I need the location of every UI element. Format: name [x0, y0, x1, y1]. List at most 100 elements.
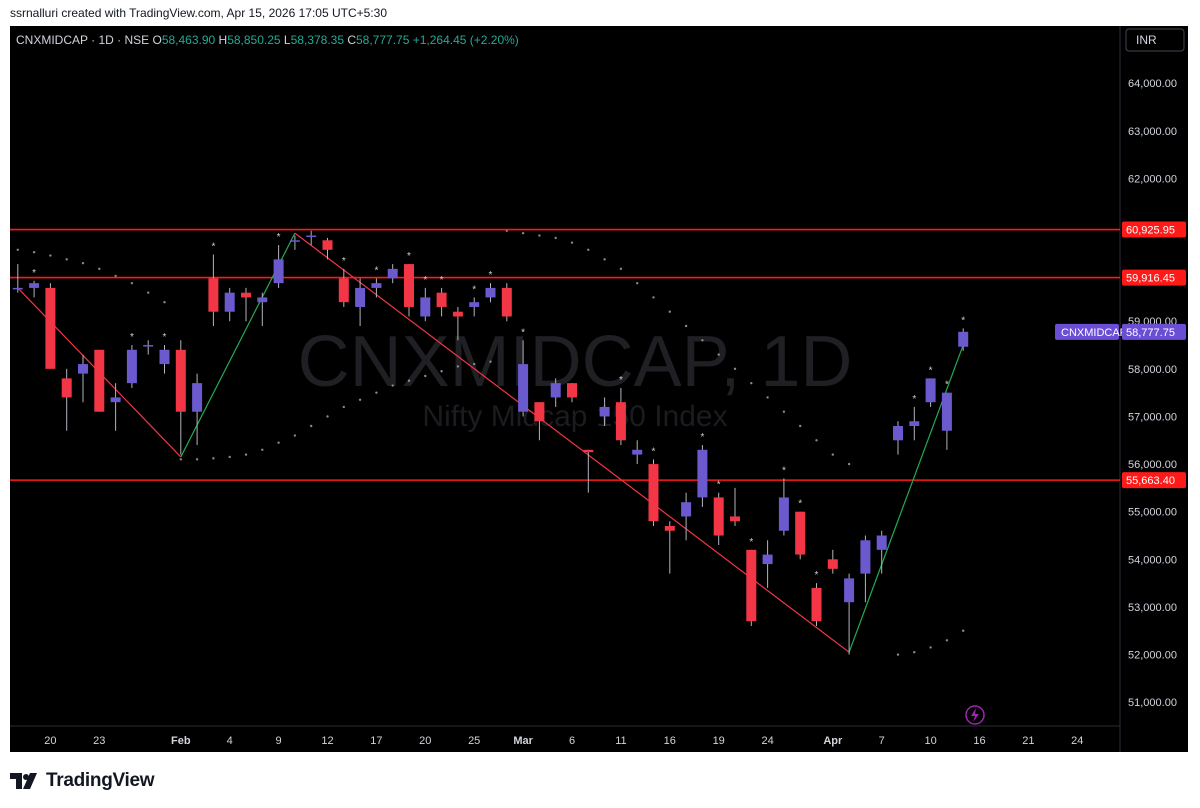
candle[interactable]	[110, 383, 121, 431]
candle[interactable]	[958, 328, 969, 351]
candle[interactable]	[192, 373, 203, 446]
candle-body	[306, 235, 317, 238]
candle[interactable]	[615, 387, 626, 446]
psar-dot	[570, 241, 574, 244]
candle-body	[371, 283, 382, 288]
candle[interactable]	[257, 292, 268, 326]
currency-label: INR	[1136, 33, 1157, 47]
candle[interactable]	[175, 340, 186, 455]
psar-series	[16, 229, 965, 656]
psar-dot	[815, 439, 818, 442]
candle[interactable]	[713, 492, 724, 546]
chart-panel[interactable]: CNXMIDCAP, 1D Nifty Midcap 150 Index * * * * *…	[10, 26, 1188, 752]
candle[interactable]	[29, 280, 40, 298]
candle[interactable]	[746, 549, 757, 626]
candle[interactable]	[664, 521, 675, 574]
candle[interactable]	[599, 397, 610, 426]
candle[interactable]	[126, 345, 137, 388]
candle[interactable]	[925, 378, 936, 407]
psar-dot	[489, 360, 492, 363]
candle[interactable]	[681, 492, 692, 541]
candle[interactable]	[730, 487, 740, 526]
candle-body	[322, 240, 333, 250]
candle[interactable]	[12, 264, 23, 293]
candle[interactable]	[648, 459, 659, 526]
time-axis[interactable]: 20 23 Feb 4 9 12 17 20 25 Mar 6 11 16 19 24 Apr 7 10 16 21 2…	[44, 735, 1083, 747]
candle[interactable]	[159, 345, 170, 374]
psar-dot	[228, 455, 231, 459]
candle[interactable]	[697, 445, 708, 507]
candle[interactable]	[436, 287, 447, 317]
candle[interactable]	[518, 340, 529, 417]
candle[interactable]	[289, 235, 300, 250]
candle[interactable]	[941, 392, 952, 450]
watermark-subtitle: Nifty Midcap 150 Index	[422, 400, 727, 433]
candle[interactable]	[893, 421, 903, 455]
candle[interactable]	[485, 283, 496, 303]
candle[interactable]	[844, 573, 855, 655]
psar-dot	[261, 448, 264, 452]
candle[interactable]	[78, 354, 88, 403]
candle[interactable]	[909, 406, 920, 441]
candle-body	[681, 502, 692, 517]
pattern-marker: *	[32, 268, 36, 279]
candle[interactable]	[583, 449, 594, 493]
tradingview-brand[interactable]: TradingView	[10, 770, 155, 792]
candle[interactable]	[45, 283, 56, 369]
candle[interactable]	[371, 278, 382, 298]
candle[interactable]	[61, 368, 72, 431]
psar-dot	[750, 381, 753, 385]
candle[interactable]	[322, 237, 333, 260]
candle[interactable]	[355, 278, 366, 326]
candle[interactable]	[811, 583, 822, 626]
candle[interactable]	[224, 287, 235, 322]
candle-body	[436, 292, 447, 307]
candle[interactable]	[420, 287, 431, 322]
last-price-name: CNXMIDCAP	[1061, 327, 1127, 339]
legend-low-label: L	[284, 33, 291, 47]
legend-low-value: 58,378.35	[291, 33, 348, 47]
candle[interactable]	[94, 349, 105, 412]
candle[interactable]	[404, 264, 414, 317]
psar-dot	[424, 374, 427, 378]
candle-body	[762, 554, 773, 565]
candle[interactable]	[306, 230, 317, 246]
price-tick-label: 55,000.00	[1128, 507, 1177, 519]
tradingview-logo-icon	[10, 773, 37, 789]
candle[interactable]	[143, 340, 154, 355]
psar-dot	[913, 650, 916, 654]
currency-selector[interactable]: INR	[1125, 28, 1185, 52]
candle[interactable]	[827, 549, 838, 574]
candle[interactable]	[387, 264, 398, 284]
candle[interactable]	[534, 402, 545, 441]
candle[interactable]	[876, 530, 887, 574]
candle[interactable]	[795, 511, 806, 560]
psar-dot	[831, 453, 834, 456]
candle[interactable]	[762, 540, 773, 588]
lightning-icon[interactable]	[965, 705, 985, 725]
pattern-marker: *	[700, 432, 704, 443]
psar-dot	[49, 254, 52, 257]
downtrend-line[interactable]	[294, 232, 850, 653]
candle[interactable]	[208, 254, 219, 326]
ohlc-legend[interactable]: CNXMIDCAP · 1D · NSE O58,463.90 H58,850.…	[16, 33, 519, 47]
candle[interactable]	[469, 297, 480, 317]
time-tick-label: Feb	[171, 735, 191, 747]
lightning-icon-ring	[965, 705, 985, 725]
candle[interactable]	[241, 287, 251, 322]
candle[interactable]	[273, 245, 284, 288]
candle[interactable]	[632, 440, 643, 465]
candle[interactable]	[501, 283, 512, 322]
candle[interactable]	[550, 378, 561, 407]
candle-body	[909, 421, 920, 426]
candle-body	[273, 259, 284, 284]
candle[interactable]	[567, 383, 577, 403]
level-label-bg	[1122, 472, 1186, 489]
psar-dot	[929, 646, 932, 649]
candle[interactable]	[338, 268, 349, 307]
candle[interactable]	[452, 306, 463, 341]
candle[interactable]	[778, 478, 789, 536]
candle[interactable]	[860, 535, 871, 603]
time-tick-label: 7	[879, 735, 885, 747]
